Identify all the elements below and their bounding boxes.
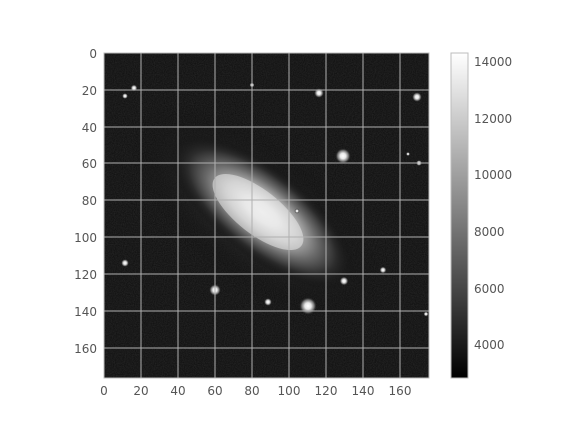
star bbox=[122, 93, 128, 99]
star bbox=[412, 92, 422, 102]
x-tick-label: 0 bbox=[100, 384, 108, 398]
x-tick-label: 40 bbox=[170, 384, 185, 398]
star bbox=[294, 208, 300, 214]
x-tick-label: 60 bbox=[207, 384, 222, 398]
colorbar-tick-label: 10000 bbox=[474, 168, 512, 182]
colorbar-tick-label: 6000 bbox=[474, 282, 505, 296]
y-tick-label: 0 bbox=[89, 47, 97, 61]
star bbox=[379, 266, 387, 274]
x-tick-label: 160 bbox=[389, 384, 412, 398]
y-tick-label: 100 bbox=[74, 231, 97, 245]
colorbar-tick-label: 4000 bbox=[474, 338, 505, 352]
y-tick-label: 40 bbox=[82, 121, 97, 135]
y-tick-label: 60 bbox=[82, 157, 97, 171]
y-tick-label: 80 bbox=[82, 194, 97, 208]
y-tick-label: 140 bbox=[74, 305, 97, 319]
y-tick-label: 20 bbox=[82, 84, 97, 98]
galaxy bbox=[129, 104, 381, 320]
colorbar-gradient bbox=[450, 52, 469, 379]
y-tick-label: 120 bbox=[74, 268, 97, 282]
x-tick-label: 140 bbox=[352, 384, 375, 398]
x-tick-label: 120 bbox=[315, 384, 338, 398]
star bbox=[264, 298, 272, 306]
star bbox=[335, 148, 351, 164]
grid-lines bbox=[104, 53, 429, 378]
star bbox=[423, 311, 429, 317]
colorbar-tick-label: 14000 bbox=[474, 55, 512, 69]
colorbar-tick-label: 12000 bbox=[474, 112, 512, 126]
x-tick-label: 100 bbox=[278, 384, 301, 398]
colorbar-tick-label: 8000 bbox=[474, 225, 505, 239]
image-panel bbox=[104, 53, 429, 378]
star bbox=[406, 152, 410, 156]
y-axis-ticks: 0 20 40 60 80 100 120 140 160 bbox=[74, 47, 97, 356]
star bbox=[299, 297, 317, 315]
y-tick-label: 160 bbox=[74, 342, 97, 356]
image-frame bbox=[103, 52, 430, 379]
colorbar: 4000 6000 8000 10000 12000 14000 bbox=[450, 52, 512, 379]
star bbox=[339, 276, 349, 286]
x-tick-label: 80 bbox=[244, 384, 259, 398]
x-axis-ticks: 0 20 40 60 80 100 120 140 160 bbox=[100, 384, 411, 398]
x-tick-label: 20 bbox=[133, 384, 148, 398]
star bbox=[121, 259, 129, 267]
colorbar-ticks: 4000 6000 8000 10000 12000 14000 bbox=[474, 55, 512, 352]
